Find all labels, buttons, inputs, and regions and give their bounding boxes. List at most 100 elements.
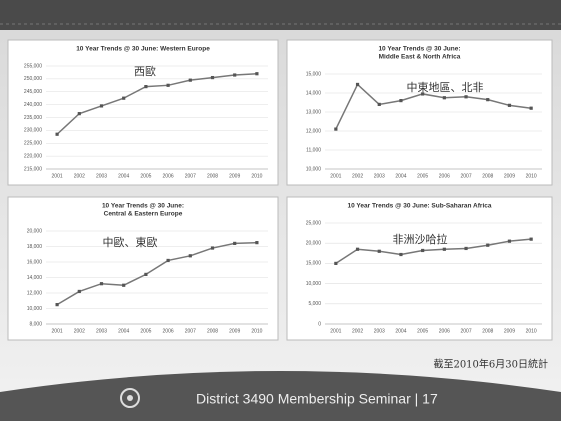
marker: [355, 247, 360, 251]
x-tick-label: 2007: [460, 173, 471, 179]
y-tick-label: 255,000: [24, 63, 42, 69]
x-tick-label: 2005: [417, 173, 428, 179]
line-series: [335, 238, 532, 265]
chart-panel: [286, 39, 553, 186]
y-tick-label: 10,000: [306, 166, 322, 172]
x-tick-label: 2004: [118, 328, 129, 334]
marker: [486, 98, 490, 102]
y-tick-label: 10,000: [306, 281, 322, 287]
x-tick-label: 2006: [439, 328, 450, 334]
marker: [355, 82, 360, 87]
marker: [486, 243, 490, 247]
chart-panel: [7, 39, 279, 186]
y-tick-label: 16,000: [27, 259, 43, 265]
line-series: [56, 241, 257, 306]
marker: [210, 75, 215, 80]
marker: [77, 112, 81, 116]
y-tick-label: 220,000: [24, 153, 42, 159]
annotation: 中東地區、北非: [407, 81, 484, 94]
x-tick-label: 2001: [52, 173, 63, 179]
marker: [255, 72, 259, 76]
y-tick-label: 14,000: [306, 90, 322, 96]
y-tick-label: 8,000: [29, 321, 42, 327]
annotation: 中歐、東歐: [103, 235, 158, 249]
marker: [507, 239, 512, 243]
marker: [144, 85, 148, 89]
marker: [377, 249, 381, 253]
chart-title: Central & Eastern Europe: [104, 211, 183, 218]
marker: [144, 272, 148, 276]
x-tick-label: 2003: [374, 328, 385, 334]
marker: [421, 92, 425, 96]
x-tick-label: 2008: [482, 328, 493, 334]
x-tick-label: 2007: [460, 328, 471, 334]
chart-title: 10 Year Trends @ 30 June: Sub-Saharan Af…: [348, 203, 492, 210]
marker: [55, 303, 59, 307]
line-series: [335, 83, 532, 130]
marker: [122, 96, 126, 100]
y-tick-label: 10,000: [27, 306, 43, 312]
line-series: [56, 72, 257, 135]
y-tick-label: 13,000: [306, 109, 322, 115]
x-tick-label: 2001: [330, 328, 341, 334]
y-tick-label: 225,000: [24, 141, 42, 147]
marker: [122, 283, 126, 287]
marker: [255, 241, 259, 245]
marker: [99, 104, 104, 108]
x-tick-label: 2001: [330, 173, 341, 179]
x-tick-label: 2008: [207, 173, 218, 179]
marker: [77, 289, 81, 294]
x-tick-label: 2002: [74, 173, 85, 179]
marker: [233, 241, 237, 245]
marker: [233, 73, 237, 77]
x-tick-label: 2003: [374, 173, 385, 179]
y-tick-label: 25,000: [306, 220, 322, 226]
chart-title: 10 Year Trends @ 30 June:: [378, 46, 460, 53]
x-tick-label: 2009: [504, 173, 515, 179]
marker: [442, 96, 446, 100]
marker: [210, 246, 215, 250]
y-tick-label: 240,000: [24, 102, 42, 108]
marker: [529, 237, 533, 241]
x-tick-label: 2004: [395, 328, 406, 334]
footer-band: [0, 371, 561, 421]
marker: [421, 248, 425, 253]
header-band: [0, 0, 561, 30]
marker: [464, 95, 468, 99]
x-tick-label: 2005: [417, 328, 428, 334]
x-tick-label: 2004: [118, 173, 129, 179]
y-tick-label: 215,000: [24, 166, 42, 172]
x-tick-label: 2006: [439, 173, 450, 179]
x-tick-label: 2007: [185, 328, 196, 334]
x-tick-label: 2009: [504, 328, 515, 334]
marker: [55, 132, 59, 136]
x-tick-label: 2002: [74, 328, 85, 334]
x-tick-label: 2002: [352, 173, 363, 179]
marker: [442, 247, 446, 251]
y-tick-label: 18,000: [27, 244, 43, 250]
x-tick-label: 2001: [52, 328, 63, 334]
chart-title: 10 Year Trends @ 30 June:: [102, 203, 184, 210]
x-tick-label: 2010: [251, 173, 262, 179]
y-tick-label: 5,000: [308, 301, 321, 307]
chart-title: 10 Year Trends @ 30 June: Western Europe: [76, 46, 210, 53]
x-tick-label: 2005: [140, 328, 151, 334]
marker: [334, 127, 338, 131]
note: 截至2010年6月30日統計: [433, 358, 548, 371]
y-tick-label: 15,000: [306, 71, 322, 77]
marker: [188, 78, 192, 82]
y-tick-label: 12,000: [306, 128, 322, 134]
marker: [529, 106, 533, 110]
y-tick-label: 15,000: [306, 261, 322, 267]
marker: [166, 83, 170, 87]
marker: [377, 102, 381, 106]
marker: [507, 103, 512, 107]
emblem-hub: [127, 395, 133, 401]
x-tick-label: 2010: [526, 173, 537, 179]
y-tick-label: 20,000: [306, 241, 322, 247]
x-tick-label: 2010: [251, 328, 262, 334]
x-tick-label: 2003: [96, 328, 107, 334]
y-tick-label: 230,000: [24, 128, 42, 134]
x-tick-label: 2008: [207, 328, 218, 334]
marker: [166, 258, 170, 263]
